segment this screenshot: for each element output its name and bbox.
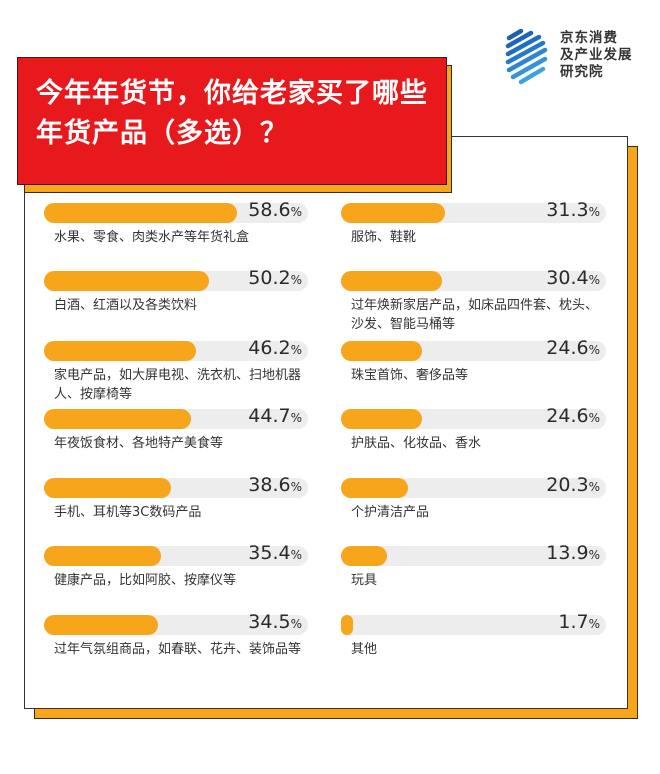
bar-track: 50.2% <box>44 267 308 291</box>
bar-value: 13.9% <box>546 542 600 564</box>
bar-track: 20.3% <box>341 474 606 498</box>
title-line-1: 今年年货节，你给老家买了哪些 <box>36 78 428 109</box>
bar-track: 13.9% <box>341 542 606 566</box>
bar-fill <box>44 546 161 566</box>
bar-label: 家电产品，如大屏电视、洗衣机、扫地机器人、按摩椅等 <box>54 368 302 402</box>
stripes-logo-icon <box>505 28 548 85</box>
bar-track: 34.5% <box>44 611 308 635</box>
bar-label: 白酒、红酒以及各类饮料 <box>54 298 198 313</box>
bar-label: 健康产品，比如阿胶、按摩仪等 <box>54 573 237 588</box>
bar-fill <box>341 271 442 291</box>
bar-track: 38.6% <box>44 474 308 498</box>
bar-item: 30.4% 过年焕新家居产品，如床品四件套、枕头、沙发、智能马桶等 <box>341 267 606 334</box>
bar-item: 46.2% 家电产品，如大屏电视、洗衣机、扫地机器人、按摩椅等 <box>44 337 308 404</box>
bar-track: 1.7% <box>341 611 606 635</box>
bar-fill <box>341 409 423 429</box>
bar-fill <box>44 341 197 361</box>
bar-value: 58.6% <box>248 199 302 221</box>
bar-item: 20.3% 个护清洁产品 <box>341 474 606 522</box>
bar-value: 20.3% <box>546 474 600 496</box>
bar-value: 30.4% <box>546 267 600 289</box>
bar-label: 手机、耳机等3C数码产品 <box>54 505 202 520</box>
bar-item: 1.7% 其他 <box>341 611 606 659</box>
bar-track: 24.6% <box>341 405 606 429</box>
bar-label: 玩具 <box>351 573 378 588</box>
bar-label: 年夜饭食材、各地特产美食等 <box>54 436 224 451</box>
bar-item: 34.5% 过年气氛组商品，如春联、花卉、装饰品等 <box>44 611 308 659</box>
bar-fill <box>341 478 409 498</box>
bar-track: 30.4% <box>341 267 606 291</box>
bar-label: 服饰、鞋靴 <box>351 230 417 245</box>
bar-item: 31.3% 服饰、鞋靴 <box>341 199 606 247</box>
bar-fill <box>341 615 354 635</box>
bar-item: 44.7% 年夜饭食材、各地特产美食等 <box>44 405 308 453</box>
bar-track: 44.7% <box>44 405 308 429</box>
bar-item: 50.2% 白酒、红酒以及各类饮料 <box>44 267 308 315</box>
bar-fill <box>44 615 158 635</box>
bar-track: 31.3% <box>341 199 606 223</box>
bar-label: 其他 <box>351 642 378 657</box>
bar-value: 24.6% <box>546 337 600 359</box>
bar-value: 50.2% <box>248 267 302 289</box>
bar-value: 31.3% <box>546 199 600 221</box>
title-line-2: 年货产品（多选）？ <box>36 118 288 149</box>
bar-item: 38.6% 手机、耳机等3C数码产品 <box>44 474 308 522</box>
bar-item: 24.6% 珠宝首饰、奢侈品等 <box>341 337 606 385</box>
bar-label: 护肤品、化妆品、香水 <box>351 436 482 451</box>
bar-value: 34.5% <box>248 611 302 633</box>
logo-text: 京东消费 及产业发展 研究院 <box>560 30 633 80</box>
bar-label: 过年焕新家居产品，如床品四件套、枕头、沙发、智能马桶等 <box>351 298 599 332</box>
bar-fill <box>44 409 192 429</box>
chart-title: 今年年货节，你给老家买了哪些 年货产品（多选）？ <box>17 57 447 185</box>
bar-label: 珠宝首饰、奢侈品等 <box>351 368 469 383</box>
bar-item: 24.6% 护肤品、化妆品、香水 <box>341 405 606 453</box>
bar-value: 35.4% <box>248 542 302 564</box>
bar-fill <box>341 341 423 361</box>
bar-item: 58.6% 水果、零食、肉类水产等年货礼盒 <box>44 199 308 247</box>
bar-label: 个护清洁产品 <box>351 505 430 520</box>
bar-item: 13.9% 玩具 <box>341 542 606 590</box>
bar-value: 24.6% <box>546 405 600 427</box>
bar-value: 38.6% <box>248 474 302 496</box>
bar-value: 46.2% <box>248 337 302 359</box>
bar-fill <box>44 203 238 223</box>
bar-label: 过年气氛组商品，如春联、花卉、装饰品等 <box>54 642 302 657</box>
bar-item: 35.4% 健康产品，比如阿胶、按摩仪等 <box>44 542 308 590</box>
logo: 京东消费 及产业发展 研究院 <box>505 28 655 100</box>
bar-track: 58.6% <box>44 199 308 223</box>
bar-fill <box>44 271 210 291</box>
bar-label: 水果、零食、肉类水产等年货礼盒 <box>54 230 250 245</box>
bar-fill <box>341 203 445 223</box>
bar-value: 44.7% <box>248 405 302 427</box>
bar-track: 35.4% <box>44 542 308 566</box>
bar-fill <box>341 546 387 566</box>
bar-fill <box>44 478 172 498</box>
bar-value: 1.7% <box>558 611 600 633</box>
bar-track: 46.2% <box>44 337 308 361</box>
bar-track: 24.6% <box>341 337 606 361</box>
